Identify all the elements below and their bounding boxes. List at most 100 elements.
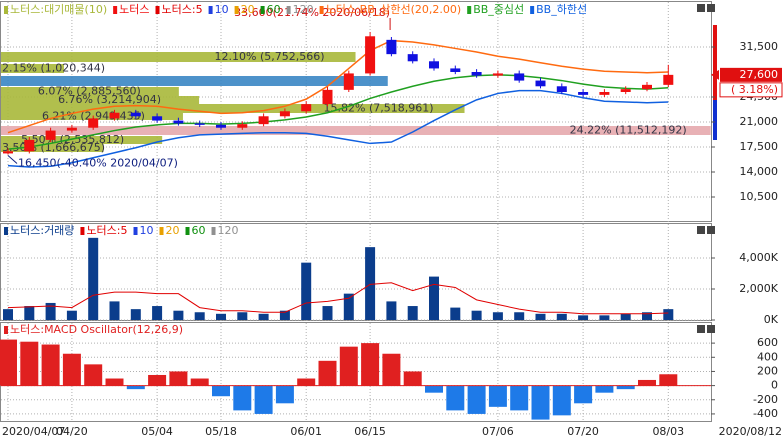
macd-bar (84, 364, 103, 386)
button[interactable] (707, 226, 715, 234)
button[interactable] (697, 325, 705, 333)
macd-bar (275, 385, 294, 404)
axis-marker (713, 100, 717, 140)
volume-bar (194, 312, 205, 320)
volume-bar (24, 306, 35, 320)
macd-bar (467, 385, 486, 414)
volume-bar (3, 309, 13, 320)
legend-swatch (4, 6, 8, 14)
legend-label: 노터스:MACD Oscillator(12,26,9) (10, 323, 183, 336)
volume-bar (514, 312, 525, 320)
x-end-label: 2020/08/12 (719, 425, 782, 438)
last-price: 27,600 (740, 68, 779, 81)
pane-buttons[interactable] (697, 4, 715, 333)
macd-bar (446, 385, 465, 411)
legend-label: 10 (140, 224, 154, 237)
change-box (719, 82, 783, 98)
volume-bar (130, 309, 141, 320)
legend-swatch (80, 227, 85, 235)
bollinger-line (7, 39, 669, 134)
y-tick-label: 200 (757, 364, 778, 377)
y-tick-label: 4,000K (739, 251, 778, 264)
candle-body (642, 84, 652, 90)
x-tick-label: 06/01 (290, 425, 322, 438)
profile-label: 6.76% (3,214,904) (58, 93, 161, 106)
y-tick-label: 600 (757, 336, 778, 349)
legend-label: 60 (192, 224, 206, 237)
y-tick-label: 0 (771, 379, 778, 392)
volume-bar (301, 262, 312, 320)
volume-bar (152, 306, 163, 320)
macd-bar (510, 385, 529, 411)
legend-label: 노터스 (119, 3, 149, 16)
macd-bar (616, 385, 635, 390)
button[interactable] (707, 325, 715, 333)
macd-bar (638, 379, 656, 386)
legend-swatch (159, 227, 164, 235)
volume-bar (237, 312, 248, 320)
candle-body (66, 127, 77, 131)
annotation: 33,600(21.74% 2020/06/18) (234, 6, 390, 19)
candle-body (216, 124, 226, 128)
candle-body (492, 73, 503, 76)
volume-bar (642, 312, 652, 320)
last-change: ( 3.18%) (731, 83, 778, 96)
candle-body (45, 130, 56, 140)
volume-bar (322, 306, 333, 320)
candle-body (471, 72, 482, 76)
volume-bar (365, 247, 376, 320)
x-tick-label: 05/18 (205, 425, 237, 438)
macd-bar (169, 371, 188, 386)
legend-label: 120 (218, 224, 239, 237)
volume-profile-bar (1, 144, 104, 152)
y-tick-label: 10,500 (740, 190, 779, 203)
volume-bar (578, 315, 589, 320)
volume-ma-line (7, 282, 669, 315)
legend-label: 10 (215, 3, 229, 16)
y-tick-label: 17,500 (740, 140, 779, 153)
legend-label: 20 (241, 3, 255, 16)
macd-bar (41, 344, 60, 386)
last-marker (711, 69, 719, 80)
legend-swatch (530, 6, 535, 14)
legend-label: 60 (267, 3, 281, 16)
macd-bar (339, 346, 358, 386)
y-tick-label: 31,500 (740, 40, 779, 53)
candle-body (578, 92, 589, 95)
legend-label: 노터스:BB_상한선(20,2.00) (326, 3, 462, 16)
legend-label: 120 (293, 3, 314, 16)
volume-profile-bar (1, 113, 183, 120)
macd-bar (190, 378, 209, 386)
candle-body (514, 73, 525, 81)
volume-bar (599, 315, 610, 320)
macd-bar (105, 378, 124, 386)
y-tick-label: -200 (753, 393, 778, 406)
candle-body (130, 112, 141, 117)
legend-swatch (155, 6, 160, 14)
volume-bar (109, 301, 120, 320)
button[interactable] (697, 4, 705, 12)
x-tick-label: 06/15 (354, 425, 386, 438)
axis-marker (713, 25, 717, 100)
volume-bar (663, 309, 674, 320)
macd-bar (595, 385, 614, 393)
candle-body (152, 116, 163, 121)
volume-bar (88, 237, 99, 320)
legend-swatch (319, 6, 324, 14)
macd-bar (552, 385, 571, 416)
candle-body (407, 54, 418, 62)
volume-bar (386, 301, 397, 320)
candle-body (365, 36, 376, 74)
legend-label: BB_중심선 (473, 3, 524, 16)
bollinger-line (7, 74, 669, 150)
button[interactable] (707, 4, 715, 12)
volume-bar (45, 302, 56, 320)
volume-profile-bar (1, 126, 711, 135)
button[interactable] (697, 226, 705, 234)
macd-bar (361, 343, 380, 386)
macd-bar (382, 353, 401, 386)
volume-profile-bar (1, 52, 356, 62)
legend-swatch (286, 6, 291, 14)
candle-body (173, 120, 184, 124)
